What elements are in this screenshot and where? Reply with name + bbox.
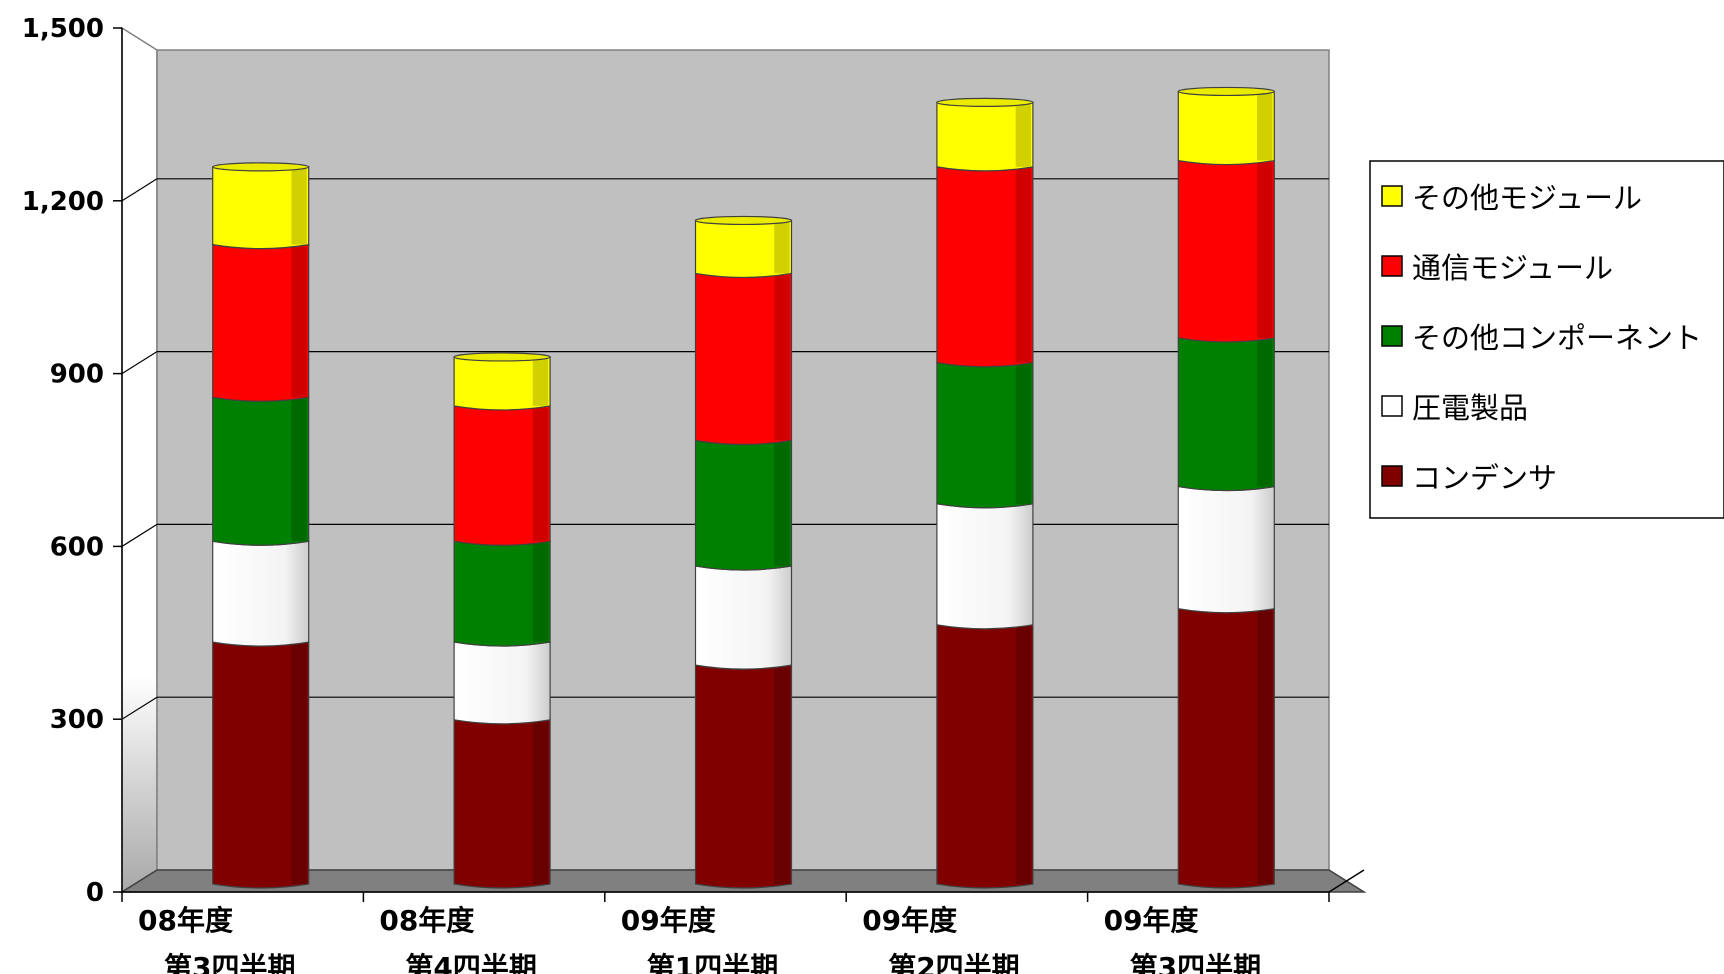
bar-top-cap — [936, 97, 1034, 107]
bar-top-cap — [1177, 86, 1275, 97]
bar-segment-shade — [1015, 626, 1031, 884]
y-tick-label: 900 — [50, 360, 104, 390]
bar-segment-shade — [1257, 339, 1273, 487]
bar-segment — [936, 503, 1034, 630]
legend-label: その他モジュール — [1412, 181, 1642, 215]
bar-segment-shade — [1015, 364, 1031, 504]
bar-top-cap — [453, 352, 551, 362]
bar-segment-shade — [291, 644, 307, 884]
bar-top-cap — [212, 162, 310, 172]
y-tick-label: 600 — [50, 532, 104, 562]
bar-segment-shade — [532, 358, 549, 406]
bar-segment-shade — [291, 246, 307, 398]
side-wall — [121, 26, 158, 894]
legend-label: その他コンポーネント — [1412, 321, 1702, 355]
legend-box — [1369, 160, 1724, 519]
gridline-side — [121, 523, 158, 547]
bar-segment-shade — [532, 543, 549, 643]
x-category-label-line1: 09年度 — [1104, 904, 1199, 937]
y-axis-tick-labels: 0 300 600 900 1,200 1,500 — [22, 14, 104, 908]
bar-segment-shade — [774, 667, 790, 884]
y-tick-label: 300 — [50, 705, 104, 735]
y-tick-label: 0 — [86, 878, 104, 908]
bar-segment-shade — [1015, 168, 1031, 363]
bar-segment-shade — [291, 168, 307, 245]
bar-segment-shade — [1257, 93, 1273, 161]
bar-segment — [453, 641, 551, 725]
legend-label: 通信モジュール — [1412, 251, 1613, 285]
bar-segment-shade — [532, 721, 549, 884]
x-axis-end — [1328, 869, 1365, 893]
bar-segment — [694, 565, 793, 670]
bar-segment — [1177, 485, 1275, 614]
bar-segment-shade — [1257, 162, 1273, 338]
bar-segment-shade — [774, 222, 790, 274]
legend-swatch — [1381, 465, 1403, 487]
x-category-label-line2: 第3四半期 — [1130, 951, 1261, 974]
bar-group — [212, 86, 1275, 889]
legend-swatch — [1381, 185, 1403, 207]
bar-segment-shade — [1015, 104, 1031, 167]
bar-segment-shade — [774, 275, 790, 441]
legend-label: コンデンサ — [1412, 461, 1557, 495]
bar-segment-shade — [774, 442, 790, 567]
bar-segment-shade — [1257, 610, 1273, 884]
gridline-side — [121, 178, 158, 202]
x-category-label-line2: 第4四半期 — [405, 951, 536, 974]
legend-label: 圧電製品 — [1412, 391, 1528, 425]
legend-swatch — [1381, 395, 1403, 417]
gridline-side — [121, 351, 158, 375]
x-category-label-line1: 08年度 — [138, 904, 233, 937]
bar-segment-shade — [291, 399, 307, 542]
x-category-label-line1: 08年度 — [379, 904, 474, 937]
x-category-label-line1: 09年度 — [862, 904, 957, 937]
gridline-side — [121, 696, 158, 720]
x-category-label-line2: 第3四半期 — [164, 951, 295, 974]
y-tick-label: 1,500 — [22, 14, 104, 44]
x-category-label-line1: 09年度 — [621, 904, 716, 937]
axes — [113, 27, 1365, 902]
bar-top-cap — [694, 215, 793, 226]
x-category-label-line2: 第1四半期 — [647, 951, 778, 974]
legend-swatch — [1381, 255, 1403, 277]
legend-swatch — [1381, 325, 1403, 347]
y-tick-label: 1,200 — [22, 187, 104, 217]
x-category-label-line2: 第2四半期 — [888, 951, 1019, 974]
bar-segment — [212, 540, 310, 647]
bar-segment-shade — [532, 407, 549, 542]
